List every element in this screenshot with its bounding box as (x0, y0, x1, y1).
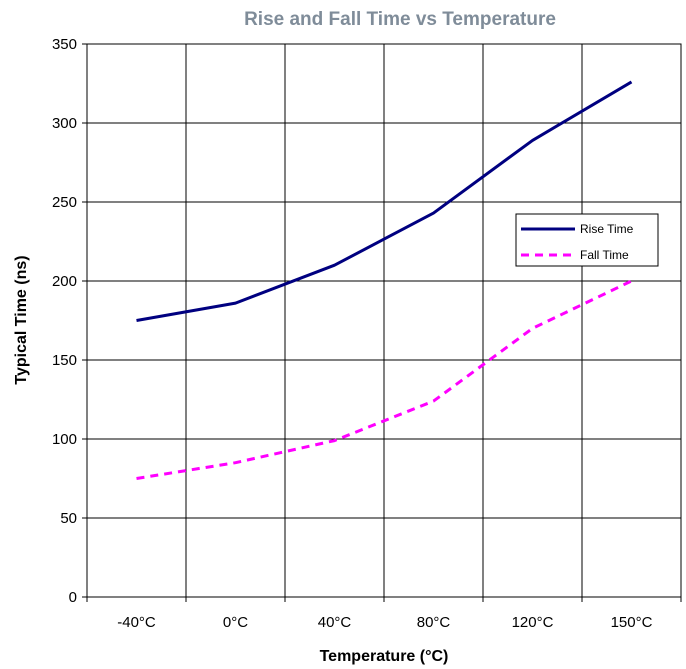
chart-title: Rise and Fall Time vs Temperature (244, 9, 556, 30)
y-tick-label: 200 (52, 273, 77, 290)
x-tick-label: 40°C (318, 614, 352, 631)
y-tick-label: 150 (52, 352, 77, 369)
x-tick-label: 0°C (223, 614, 248, 631)
y-tick-label: 250 (52, 194, 77, 211)
legend: Rise Time Fall Time (515, 213, 659, 267)
y-tick-label: 350 (52, 36, 77, 53)
x-axis: -40°C 0°C 40°C 80°C 120°C 150°C (86, 597, 682, 631)
legend-label-rise-time: Rise Time (580, 222, 634, 236)
rise-time-line (136, 80, 633, 322)
series-lines (136, 80, 633, 480)
y-tick-label: 0 (69, 589, 77, 606)
x-tick-label: 80°C (417, 614, 451, 631)
x-tick-label: 150°C (611, 614, 653, 631)
y-tick-label: 100 (52, 431, 77, 448)
legend-label-fall-time: Fall Time (580, 248, 629, 262)
y-axis: 0 50 100 150 200 250 300 350 (52, 36, 87, 606)
gridlines (87, 44, 681, 597)
x-tick-label: -40°C (117, 614, 156, 631)
y-axis-title: Typical Time (ns) (13, 255, 30, 384)
x-axis-title: Temperature (°C) (320, 648, 449, 665)
legend-box (515, 213, 659, 267)
x-tick-label: 120°C (512, 614, 554, 631)
y-tick-label: 300 (52, 115, 77, 132)
fall-time-line (136, 279, 633, 480)
y-tick-label: 50 (60, 510, 77, 527)
